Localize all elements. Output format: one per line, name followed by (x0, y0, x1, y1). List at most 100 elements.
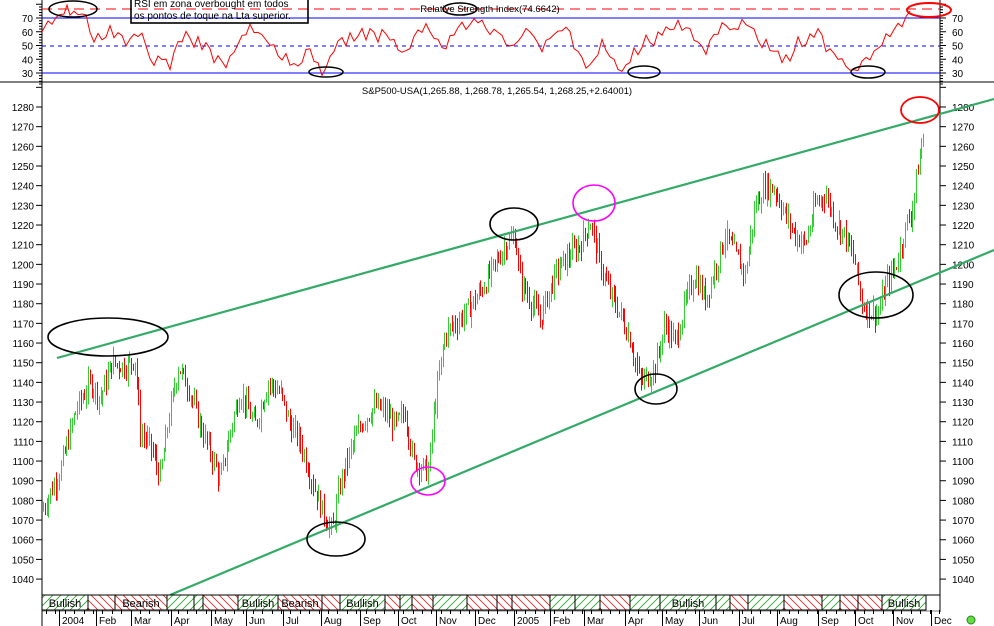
price-tick-label: 1280 (12, 103, 35, 114)
price-tick-label: 1270 (952, 123, 975, 134)
bullish-band (747, 594, 785, 611)
price-tick-label: 1080 (952, 496, 975, 507)
note-box: RSI em zona overbought em todos os ponto… (130, 0, 309, 24)
month-label: 2005 (517, 616, 540, 626)
price-tick-label: 1080 (12, 496, 35, 507)
price-tick-label: 1150 (952, 359, 974, 370)
month-label: Jul (742, 616, 755, 626)
month-label: Dec (934, 616, 952, 626)
rsi-tick-label: 70 (22, 14, 34, 25)
bearish-band (496, 594, 513, 611)
bearish-band (87, 594, 116, 611)
price-tick-label: 1100 (12, 457, 34, 468)
price-tick-label: 1130 (12, 398, 34, 409)
rsi-tick-label: 40 (22, 55, 34, 66)
bearish-band (384, 594, 401, 611)
price-tick-label: 1240 (12, 182, 35, 193)
band-label: Bullish (346, 598, 378, 610)
month-label: Sep (821, 616, 839, 626)
price-tick-label: 1220 (12, 221, 35, 232)
price-tick-label: 1200 (952, 260, 975, 271)
price-tick-label: 1260 (952, 142, 975, 153)
ohlc-bars (43, 133, 924, 539)
bearish-band (466, 594, 498, 611)
bearish-band (321, 594, 341, 611)
rsi-tick-label: 30 (952, 69, 964, 80)
price-tick-label: 1040 (12, 575, 35, 586)
price-tick-label: 1060 (952, 536, 975, 547)
green-circle-icon[interactable] (966, 615, 976, 625)
price-tick-label: 1220 (952, 221, 975, 232)
price-tick-label: 1250 (12, 162, 35, 173)
ellipse-oct-2005-bottom (838, 271, 914, 319)
price-tick-label: 1090 (952, 477, 975, 488)
rsi-tick-label: 50 (22, 42, 34, 53)
price-tick-label: 1150 (12, 359, 34, 370)
price-tick-label: 1180 (12, 300, 34, 311)
price-tick-label: 1210 (952, 241, 975, 252)
rsi-tick-label: 30 (22, 69, 34, 80)
note-line-1: RSI em zona overbought em todos (134, 0, 289, 10)
price-tick-label: 1160 (952, 339, 974, 350)
bullish-band (821, 594, 841, 611)
month-label: Jul (286, 616, 299, 626)
price-tick-label: 1060 (12, 536, 35, 547)
price-tick-label: 1100 (952, 457, 974, 468)
price-tick-label: 1140 (12, 378, 34, 389)
price-right-axis: 1280127012601250124012301220121012001190… (940, 86, 975, 586)
bearish-band (511, 594, 551, 611)
month-label: Apr (174, 616, 190, 626)
price-tick-label: 1190 (12, 280, 34, 291)
month-label: Oct (401, 616, 417, 626)
rsi-tick-label: 60 (22, 28, 34, 39)
band-label: Bearish (281, 598, 318, 610)
bullish-band (399, 594, 413, 611)
price-tick-label: 1250 (952, 162, 975, 173)
price-tick-label: 1110 (13, 437, 34, 448)
month-label: Mar (587, 616, 605, 626)
month-label: Oct (858, 616, 874, 626)
price-tick-label: 1120 (952, 418, 974, 429)
ellipse-mar-2005-top (572, 184, 616, 222)
month-label: Nov (439, 616, 457, 626)
price-tick-label: 1120 (12, 418, 34, 429)
month-label: 2004 (62, 616, 85, 626)
month-label: Jun (249, 616, 265, 626)
band-label: Bullish (888, 598, 920, 610)
bullish-band (549, 594, 576, 611)
rsi-ellipse-apr-2005 (627, 65, 661, 79)
month-label: Nov (896, 616, 914, 626)
bullish-band (193, 594, 204, 611)
price-title: S&P500-USA(1,265.88, 1,268.78, 1,265.54,… (362, 86, 632, 97)
ellipse-feb-2004-top (47, 317, 169, 357)
price-tick-label: 1270 (12, 123, 35, 134)
price-tick-label: 1050 (12, 555, 35, 566)
month-label: Sep (363, 616, 381, 626)
price-tick-label: 1240 (952, 182, 975, 193)
month-label: Feb (99, 616, 117, 626)
bearish-band (857, 594, 883, 611)
bearish-band (729, 594, 749, 611)
price-tick-label: 1140 (952, 378, 974, 389)
rsi-right-axis: 70 60 50 40 30 (940, 3, 964, 85)
month-label: May (665, 616, 684, 626)
price-tick-label: 1160 (12, 339, 34, 350)
rsi-ellipse-dec-2004 (442, 2, 478, 16)
bearish-band (599, 594, 631, 611)
price-tick-label: 1070 (12, 516, 35, 527)
price-tick-label: 1230 (12, 201, 35, 212)
bullish-band (715, 594, 731, 611)
month-label: Dec (478, 616, 496, 626)
band-label: Bullish (242, 598, 274, 610)
bearish-band (783, 594, 823, 611)
bullish-band (166, 594, 195, 611)
month-label: Jun (702, 616, 718, 626)
price-tick-label: 1210 (12, 241, 35, 252)
price-tick-label: 1050 (952, 555, 975, 566)
bullish-band (574, 594, 601, 611)
rsi-tick-label: 60 (952, 28, 964, 39)
price-tick-label: 1200 (12, 260, 35, 271)
price-tick-label: 1230 (952, 201, 975, 212)
